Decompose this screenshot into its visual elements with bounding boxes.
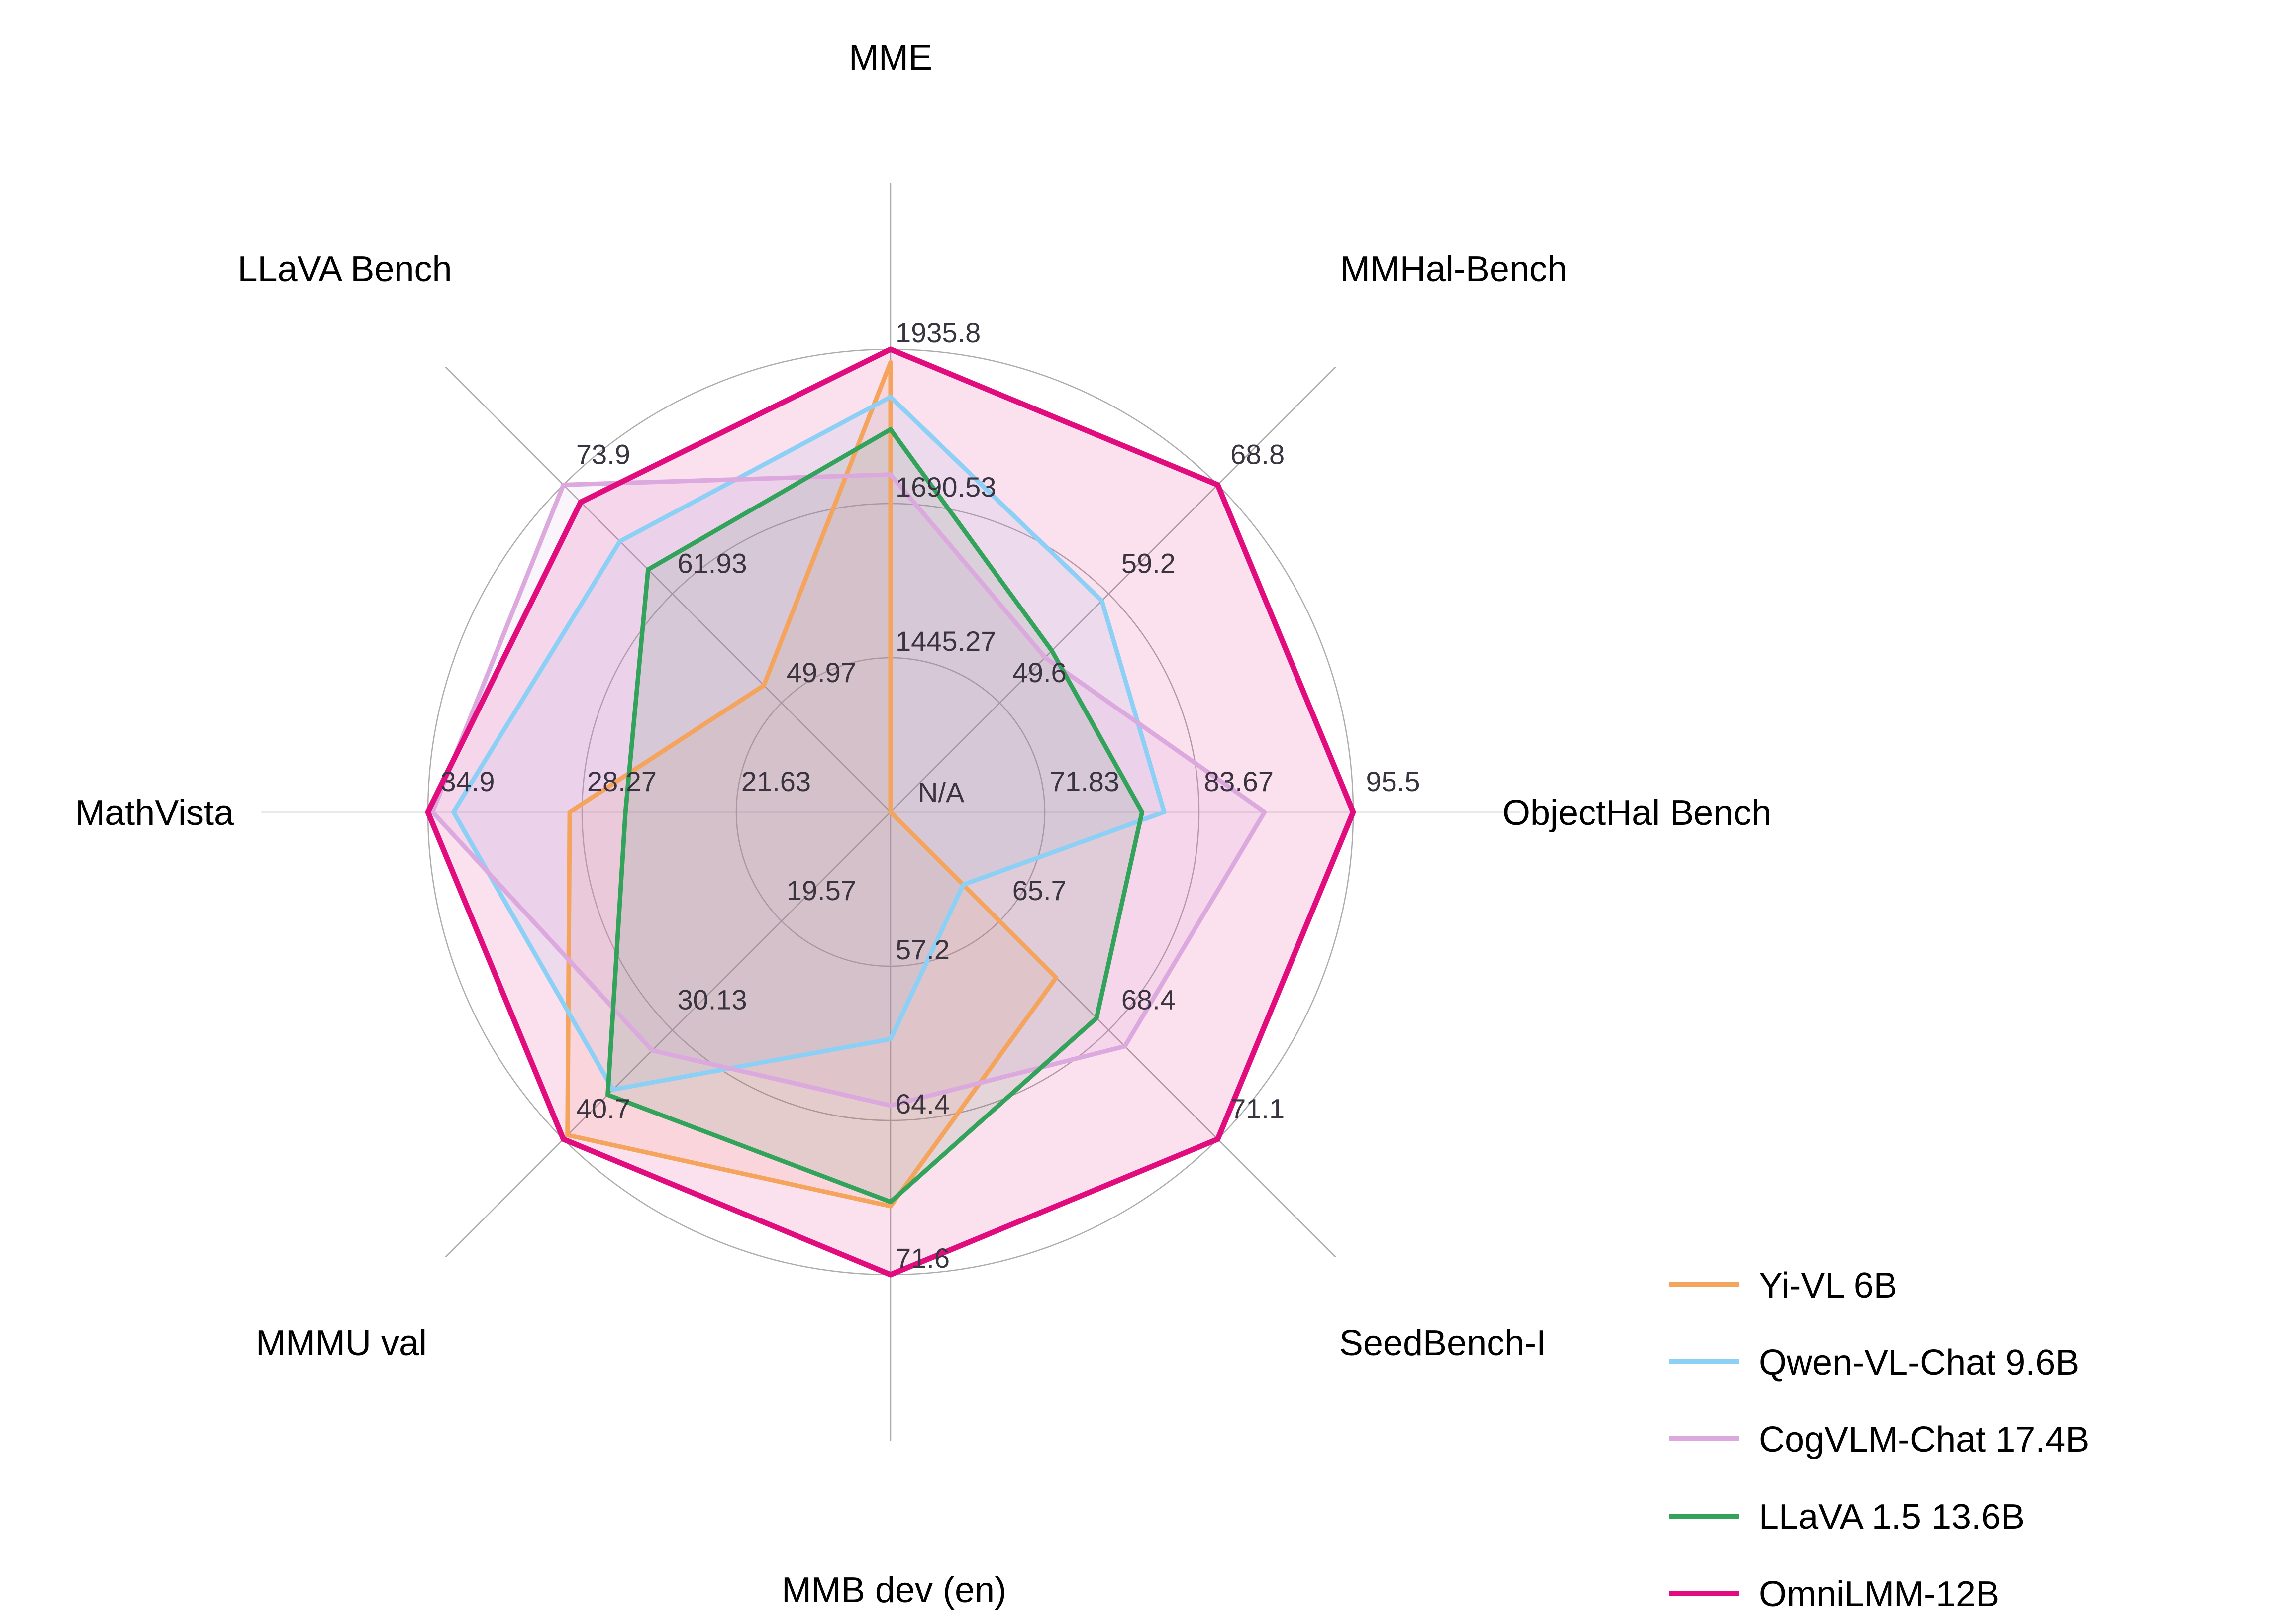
tick-label: 59.2 (1121, 548, 1176, 579)
series-fill-LLaVA 1.5 13.6B (607, 429, 1142, 1202)
legend-label-LLaVA 1.5 13.6B: LLaVA 1.5 13.6B (1759, 1497, 2025, 1537)
axis-title-MathVista: MathVista (75, 793, 234, 833)
tick-label: 71.6 (896, 1242, 950, 1274)
tick-label: 1690.53 (896, 471, 996, 503)
tick-label: 68.8 (1230, 438, 1285, 470)
tick-label: 30.13 (678, 984, 747, 1015)
series-fill-Qwen-VL-Chat 9.6B (453, 397, 1165, 1090)
center-tick-label: N/A (918, 777, 965, 808)
tick-label: 1935.8 (896, 317, 981, 348)
axis-title-MMMU val: MMMU val (256, 1323, 427, 1363)
legend-label-Qwen-VL-Chat 9.6B: Qwen-VL-Chat 9.6B (1759, 1343, 2079, 1383)
axis-title-MMB dev (en): MMB dev (en) (782, 1570, 1006, 1610)
tick-label: 95.5 (1366, 766, 1420, 797)
tick-label: 71.83 (1050, 766, 1119, 797)
tick-label: 73.9 (576, 438, 630, 470)
legend-label-OmniLMM-12B: OmniLMM-12B (1759, 1574, 1999, 1614)
axis-title-LLaVA Bench: LLaVA Bench (237, 249, 452, 289)
axis-title-SeedBench-I: SeedBench-I (1339, 1323, 1546, 1363)
legend-label-Yi-VL 6B: Yi-VL 6B (1759, 1266, 1897, 1306)
tick-label: 65.7 (1012, 875, 1067, 906)
legend: Yi-VL 6B Qwen-VL-Chat 9.6B CogVLM-Chat 17.… (1669, 1266, 2089, 1614)
tick-label: 28.27 (587, 766, 657, 797)
series-polygon-Qwen-VL-Chat 9.6B (451, 395, 1167, 1092)
tick-label: 19.57 (787, 875, 856, 906)
axis-titles: MME MMHal-Bench ObjectHal Bench SeedBench-I… (75, 38, 1771, 1610)
series-fill-Yi-VL 6B (567, 362, 1056, 1207)
axis-title-MMHal-Bench: MMHal-Bench (1340, 249, 1567, 289)
tick-label: 71.1 (1230, 1093, 1285, 1124)
series-polygon-OmniLMM-12B (425, 346, 1356, 1278)
tick-label: 1445.27 (896, 625, 996, 657)
tick-labels: 1445.27 1690.53 1935.8 49.6 59.2 68.8 71.83 83.… (441, 317, 1420, 1274)
axis-title-ObjectHal Bench: ObjectHal Bench (1502, 793, 1771, 833)
tick-label: 61.93 (678, 548, 747, 579)
tick-label: 83.67 (1204, 766, 1274, 797)
series-lines (425, 346, 1356, 1278)
legend-label-CogVLM-Chat 17.4B: CogVLM-Chat 17.4B (1759, 1420, 2089, 1460)
tick-label: 49.97 (787, 657, 856, 688)
tick-label: 40.7 (576, 1093, 630, 1124)
tick-label: 49.6 (1012, 657, 1067, 688)
tick-label: 34.9 (441, 766, 495, 797)
series-polygon-Yi-VL 6B (565, 360, 1059, 1209)
tick-label: 21.63 (741, 766, 811, 797)
axis-title-MME: MME (849, 38, 932, 78)
tick-label: 68.4 (1121, 984, 1176, 1015)
series-polygon-CogVLM-Chat 17.4B (430, 472, 1267, 1108)
tick-label: 57.2 (896, 934, 950, 965)
tick-label: 64.4 (896, 1088, 950, 1119)
series-polygon-LLaVA 1.5 13.6B (605, 427, 1145, 1205)
